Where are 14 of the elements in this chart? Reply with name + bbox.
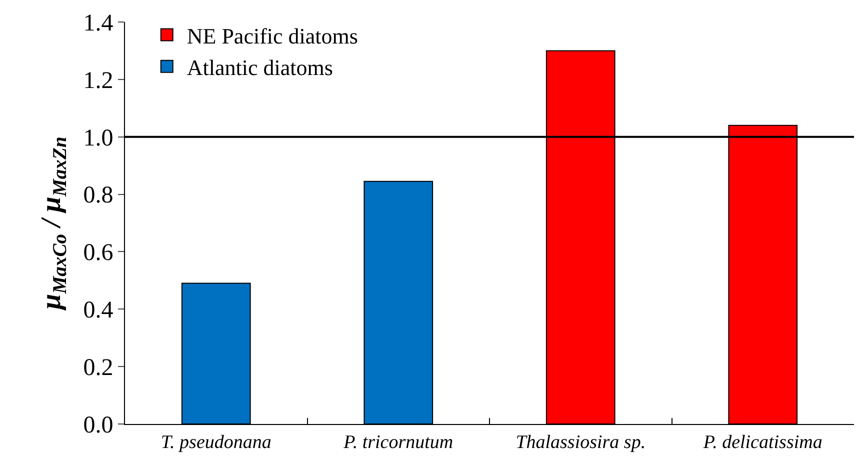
y-tick-label: 0.6	[83, 240, 114, 266]
y-tick-label: 0.2	[83, 354, 114, 381]
y-tick-label: 0.8	[83, 182, 114, 209]
y-tick-label: 1.0	[83, 125, 114, 152]
legend-label: NE Pacific diatoms	[186, 23, 358, 48]
y-tick-label: 0.0	[83, 412, 114, 438]
x-tick-label: T. pseudonana	[160, 432, 272, 453]
y-tick-label: 0.4	[83, 298, 114, 324]
legend-label: Atlantic diatoms	[186, 54, 333, 80]
x-tick-label: P. delicatissima	[702, 432, 822, 453]
x-tick-label: P. tricornutum	[342, 432, 454, 453]
x-tick-label: Thalassiosira sp.	[516, 432, 646, 453]
y-tick-label: 1.2	[83, 68, 114, 94]
y-tick-label: 1.4	[83, 10, 114, 36]
